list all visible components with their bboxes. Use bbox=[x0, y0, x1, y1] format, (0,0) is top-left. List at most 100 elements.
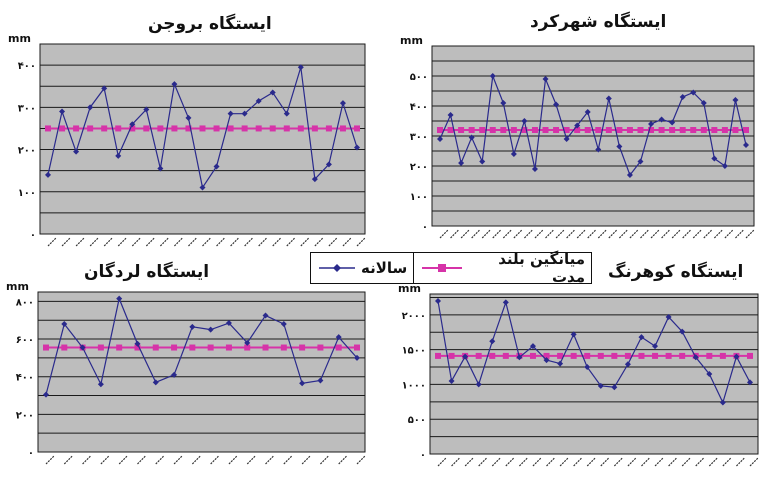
x-tick-mark bbox=[573, 457, 583, 467]
x-tick-mark bbox=[627, 457, 637, 467]
x-tick-glyph bbox=[244, 237, 254, 247]
x-tick-glyph bbox=[627, 457, 637, 467]
x-tick-mark bbox=[671, 229, 682, 239]
x-tick-mark bbox=[749, 457, 759, 467]
legend-swatch-mean-icon bbox=[422, 264, 463, 272]
annual-marker bbox=[611, 384, 618, 391]
x-tick-glyph bbox=[692, 229, 703, 239]
x-tick-mark bbox=[460, 229, 471, 239]
x-tick-mark bbox=[131, 237, 142, 247]
y-tick-label: ۲۰۰ bbox=[18, 146, 36, 157]
mean-marker bbox=[637, 127, 644, 133]
annual-marker bbox=[116, 295, 123, 302]
mean-marker bbox=[435, 352, 441, 359]
mean-marker bbox=[185, 125, 192, 132]
legend-item-long-term-mean: میانگین بلند مدت bbox=[414, 250, 591, 286]
mean-marker bbox=[489, 352, 496, 359]
annual-marker bbox=[563, 136, 570, 142]
x-tick-mark bbox=[681, 457, 692, 467]
annual-marker bbox=[732, 97, 739, 103]
x-tick-mark bbox=[82, 455, 92, 465]
y-tick-label: ۰ bbox=[28, 448, 34, 459]
x-tick-mark bbox=[629, 229, 639, 239]
annual-marker bbox=[531, 166, 538, 172]
x-tick-glyph bbox=[100, 455, 110, 465]
mean-marker bbox=[658, 127, 665, 133]
mean-marker bbox=[45, 125, 51, 132]
mean-marker bbox=[584, 352, 591, 359]
x-tick-mark bbox=[89, 237, 100, 247]
legend-swatch-annual-icon bbox=[319, 264, 355, 272]
x-tick-glyph bbox=[703, 229, 713, 239]
annual-marker bbox=[747, 379, 753, 386]
x-tick-glyph bbox=[534, 229, 544, 239]
y-axis-unit-label: mm bbox=[400, 34, 423, 47]
x-tick-mark bbox=[61, 237, 71, 247]
x-tick-mark bbox=[439, 229, 449, 239]
x-tick-glyph bbox=[523, 229, 534, 239]
mean-marker bbox=[269, 125, 276, 132]
annual-marker bbox=[43, 391, 49, 398]
x-tick-mark bbox=[618, 229, 629, 239]
x-tick-glyph bbox=[708, 457, 719, 467]
x-tick-mark bbox=[45, 455, 55, 465]
x-tick-glyph bbox=[228, 455, 238, 465]
x-tick-mark bbox=[342, 237, 352, 247]
annual-marker bbox=[227, 110, 234, 117]
x-tick-mark bbox=[437, 457, 447, 467]
annual-marker bbox=[616, 143, 623, 150]
annual-marker bbox=[269, 89, 276, 96]
y-tick-label: ۴۰۰ bbox=[18, 61, 36, 72]
annual-marker bbox=[711, 155, 718, 162]
x-tick-mark bbox=[534, 229, 544, 239]
x-tick-glyph bbox=[283, 455, 293, 465]
x-tick-glyph bbox=[661, 229, 671, 239]
x-tick-glyph bbox=[597, 229, 608, 239]
chart-title-kuhrang: ایستگاه کوهرنگ bbox=[608, 262, 744, 282]
legend-label-long-term-mean: میانگین بلند مدت bbox=[498, 250, 585, 286]
mean-marker bbox=[553, 127, 560, 133]
mean-marker bbox=[43, 344, 49, 351]
x-tick-glyph bbox=[532, 457, 542, 467]
series-line-annual bbox=[45, 296, 358, 395]
x-tick-mark bbox=[713, 229, 724, 239]
chart-title-borujen: ایستگاه بروجن bbox=[148, 14, 272, 34]
x-tick-mark bbox=[661, 229, 671, 239]
x-tick-mark bbox=[523, 229, 534, 239]
x-tick-glyph bbox=[682, 229, 692, 239]
mean-marker bbox=[207, 344, 214, 351]
x-tick-glyph bbox=[695, 457, 705, 467]
annual-marker bbox=[624, 361, 631, 368]
annual-marker bbox=[516, 354, 523, 361]
legend-divider bbox=[413, 253, 415, 283]
mean-marker bbox=[143, 125, 150, 132]
x-tick-mark bbox=[654, 457, 664, 467]
annual-marker bbox=[115, 152, 122, 159]
x-tick-mark bbox=[103, 237, 114, 247]
mean-marker bbox=[500, 127, 507, 133]
x-tick-mark bbox=[216, 237, 226, 247]
x-tick-mark bbox=[301, 455, 312, 465]
x-tick-glyph bbox=[155, 455, 165, 465]
mean-marker bbox=[97, 344, 104, 351]
x-tick-glyph bbox=[61, 237, 71, 247]
x-tick-mark bbox=[545, 229, 555, 239]
mean-marker bbox=[354, 125, 360, 132]
mean-marker bbox=[700, 127, 707, 133]
x-tick-glyph bbox=[518, 457, 529, 467]
mean-marker bbox=[87, 125, 94, 132]
mean-marker bbox=[721, 127, 728, 133]
x-tick-glyph bbox=[724, 229, 734, 239]
mean-marker bbox=[437, 127, 443, 133]
annual-marker bbox=[468, 134, 475, 141]
mean-marker bbox=[510, 127, 517, 133]
x-tick-glyph bbox=[202, 237, 212, 247]
x-tick-glyph bbox=[618, 229, 629, 239]
x-tick-glyph bbox=[45, 455, 55, 465]
x-tick-mark bbox=[613, 457, 624, 467]
y-tick-label: ۰ bbox=[422, 222, 428, 233]
y-tick-label: ۴۰۰ bbox=[410, 102, 428, 113]
plot-border bbox=[37, 291, 366, 453]
x-tick-glyph bbox=[600, 457, 610, 467]
x-tick-glyph bbox=[745, 229, 755, 239]
